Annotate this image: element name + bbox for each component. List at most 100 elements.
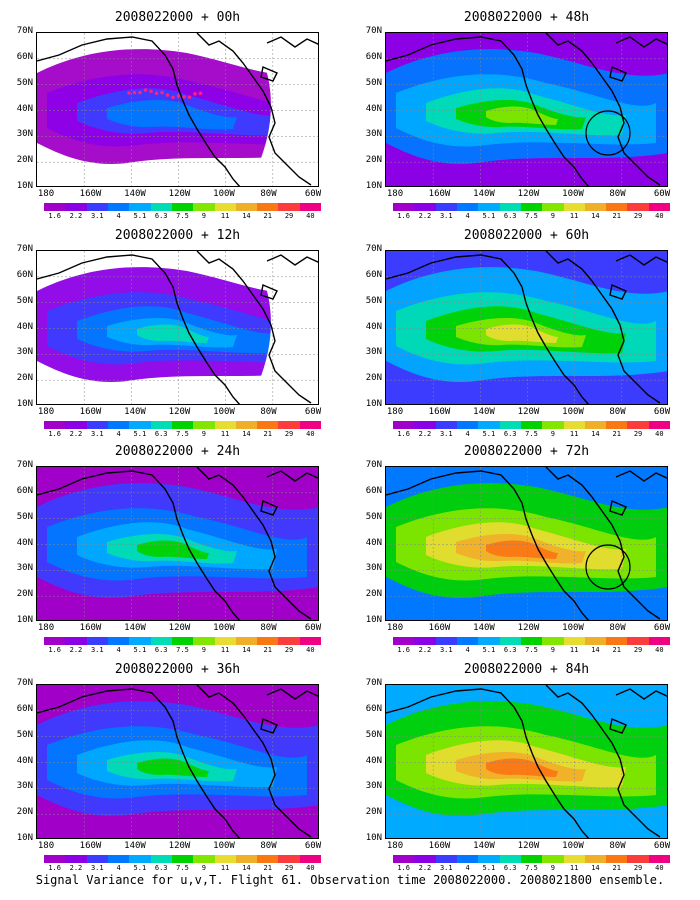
forecast-map bbox=[385, 32, 668, 187]
colorbar-label: 5.1 bbox=[482, 646, 496, 654]
coastline bbox=[615, 688, 667, 700]
variance-contour bbox=[486, 758, 558, 777]
colorbar-swatch bbox=[606, 421, 628, 429]
longitude-label: 180 bbox=[37, 623, 55, 633]
coastline bbox=[386, 254, 590, 404]
colorbar bbox=[44, 203, 322, 211]
coastline bbox=[386, 688, 590, 838]
colorbar-swatch bbox=[257, 637, 279, 645]
colorbar-label: 4 bbox=[465, 430, 470, 438]
colorbar-label: 9 bbox=[201, 646, 206, 654]
low-variance-area bbox=[237, 33, 318, 186]
variance-contour bbox=[137, 758, 209, 777]
target-region-circle bbox=[585, 544, 631, 590]
colorbar-label: 3.1 bbox=[90, 864, 104, 872]
coastline bbox=[545, 33, 661, 186]
forecast-map bbox=[385, 250, 668, 405]
colorbar-label: 5.1 bbox=[482, 430, 496, 438]
longitude-label: 100W bbox=[213, 623, 235, 633]
colorbar-label: 5.1 bbox=[133, 430, 147, 438]
latitude-label: 10N bbox=[16, 181, 33, 191]
colorbar-swatch bbox=[584, 637, 607, 645]
colorbar-label: 40 bbox=[655, 212, 664, 220]
colorbar-label: 21 bbox=[263, 430, 272, 438]
colorbar-label: 6.3 bbox=[154, 430, 168, 438]
colorbar-label: 6.3 bbox=[503, 212, 517, 220]
colorbar-swatch bbox=[542, 203, 564, 211]
colorbar-swatch bbox=[129, 637, 151, 645]
colorbar-label: 40 bbox=[655, 646, 664, 654]
colorbar-swatch bbox=[171, 855, 194, 863]
colorbar-label: 4 bbox=[116, 646, 121, 654]
coastline bbox=[615, 36, 667, 48]
longitude-label: 80W bbox=[609, 841, 626, 851]
variance-contour bbox=[137, 324, 209, 343]
figure-caption: Signal Variance for u,v,T. Flight 61. Ob… bbox=[35, 873, 665, 887]
latitude-label: 70N bbox=[16, 678, 33, 688]
colorbar-label: 7.5 bbox=[176, 646, 189, 654]
colorbar-label: 21 bbox=[612, 864, 621, 872]
colorbar-swatch bbox=[86, 203, 108, 211]
colorbar-label: 7.5 bbox=[525, 430, 538, 438]
longitude-label: 180 bbox=[386, 189, 404, 199]
colorbar-swatch bbox=[214, 637, 236, 645]
colorbar-swatch bbox=[235, 637, 258, 645]
colorbar-swatch bbox=[456, 637, 479, 645]
coastline bbox=[545, 685, 661, 838]
longitude-label: 180 bbox=[386, 623, 404, 633]
coastline bbox=[37, 470, 241, 620]
latitude-label: 20N bbox=[16, 589, 33, 600]
coastline bbox=[266, 470, 318, 482]
latitude-label: 10N bbox=[365, 399, 382, 409]
colorbar-label: 3.1 bbox=[90, 212, 104, 220]
latitude-label: 40N bbox=[365, 321, 382, 332]
colorbar-label: 2.2 bbox=[418, 864, 432, 872]
panel-title: 2008022000 + 48h bbox=[463, 10, 590, 25]
coastline bbox=[609, 718, 627, 734]
colorbar-swatch bbox=[435, 637, 457, 645]
latitude-label: 40N bbox=[365, 103, 382, 114]
longitude-label: 80W bbox=[609, 623, 626, 633]
latitude-label: 60N bbox=[16, 485, 33, 496]
colorbar-swatch bbox=[129, 203, 151, 211]
colorbar-swatch bbox=[65, 855, 87, 863]
coastline bbox=[37, 688, 241, 838]
latitude-label: 70N bbox=[16, 244, 33, 254]
longitude-label: 60W bbox=[304, 841, 322, 851]
colorbar-label: 4 bbox=[465, 646, 470, 654]
colorbar-swatch bbox=[171, 203, 194, 211]
colorbar-swatch bbox=[214, 203, 236, 211]
latitude-label: 40N bbox=[16, 321, 33, 332]
colorbar-label: 7.5 bbox=[176, 430, 189, 438]
panel-title: 2008022000 + 12h bbox=[114, 228, 241, 243]
colorbar-label: 6.3 bbox=[503, 864, 517, 872]
longitude-label: 60W bbox=[653, 841, 671, 851]
longitude-label: 100W bbox=[562, 623, 584, 633]
colorbar-swatch bbox=[299, 637, 322, 645]
colorbar-swatch bbox=[520, 203, 543, 211]
colorbar-swatch bbox=[520, 637, 543, 645]
longitude-label: 100W bbox=[562, 189, 584, 199]
colorbar-label: 11 bbox=[220, 646, 230, 654]
longitude-label: 60W bbox=[653, 189, 671, 199]
colorbar-swatch bbox=[129, 855, 151, 863]
longitude-label: 80W bbox=[609, 189, 626, 199]
variance-field bbox=[386, 467, 667, 620]
colorbar-swatch bbox=[393, 421, 415, 429]
longitude-label: 80W bbox=[260, 407, 277, 417]
colorbar-label: 2.2 bbox=[69, 646, 83, 654]
colorbar-label: 9 bbox=[201, 864, 206, 872]
colorbar-swatch bbox=[65, 421, 87, 429]
colorbar-swatch bbox=[235, 421, 258, 429]
longitude-label: 120W bbox=[517, 841, 540, 851]
colorbar-swatch bbox=[456, 855, 479, 863]
colorbar-label: 1.6 bbox=[397, 212, 410, 220]
colorbar-swatch bbox=[393, 203, 415, 211]
latitude-label: 30N bbox=[16, 781, 33, 792]
colorbar-label: 40 bbox=[306, 212, 315, 220]
colorbar-swatch bbox=[257, 855, 279, 863]
colorbar-swatch bbox=[235, 855, 258, 863]
colorbar-swatch bbox=[107, 421, 130, 429]
colorbar-swatch bbox=[86, 637, 108, 645]
colorbar-swatch bbox=[107, 203, 130, 211]
